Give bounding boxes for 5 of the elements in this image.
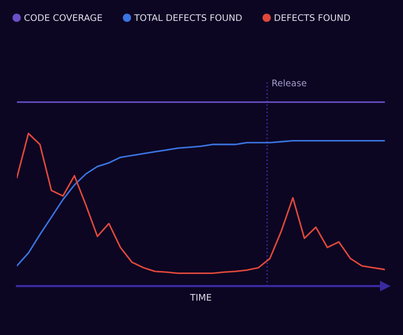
- legend-label: TOTAL DEFECTS FOUND: [134, 14, 242, 22]
- legend-label: DEFECTS FOUND: [274, 14, 350, 22]
- x-axis-title: TIME: [190, 294, 212, 301]
- legend-label: CODE COVERAGE: [24, 14, 102, 22]
- text: Release: [272, 79, 306, 86]
